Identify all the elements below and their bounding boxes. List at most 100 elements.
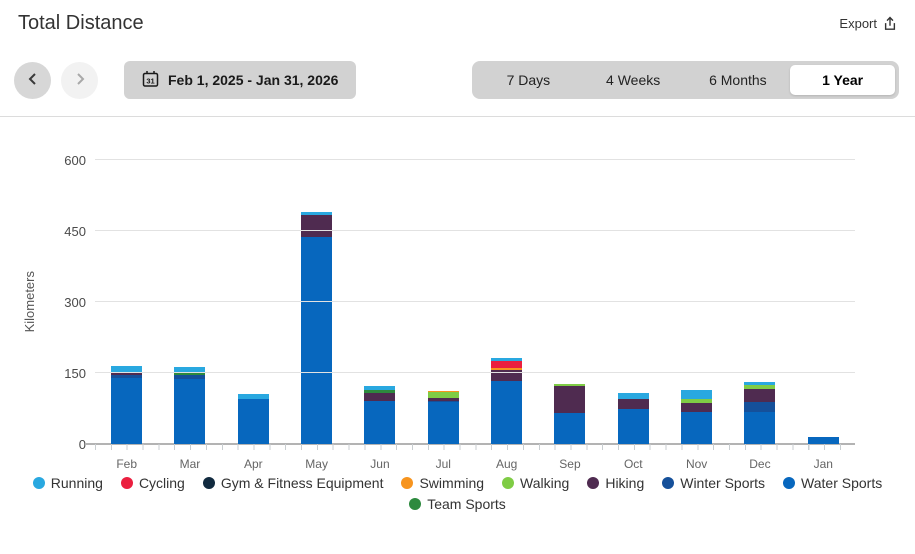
plot-area bbox=[85, 159, 855, 450]
legend-item-gym-fitness-equipment[interactable]: Gym & Fitness Equipment bbox=[202, 475, 383, 491]
bar-segment-nov-walking[interactable] bbox=[681, 398, 713, 404]
bar-jan[interactable] bbox=[807, 436, 839, 444]
month-label-sep: Sep bbox=[559, 457, 581, 471]
chevron-left-icon bbox=[26, 72, 40, 89]
bar-mar[interactable] bbox=[174, 367, 206, 444]
export-icon bbox=[883, 16, 897, 31]
bar-segment-sep-walking[interactable] bbox=[554, 384, 586, 387]
export-button[interactable]: Export bbox=[839, 16, 897, 31]
month-label-dec: Dec bbox=[749, 457, 771, 471]
legend-item-hiking[interactable]: Hiking bbox=[587, 475, 644, 491]
tab-6-months[interactable]: 6 Months bbox=[709, 72, 767, 88]
x-axis-labels: Feb Mar Apr May Jun Jul Aug Sep Oct Nov Dec Jan bbox=[95, 457, 855, 471]
gridline-600 bbox=[95, 159, 855, 160]
tab-4-weeks[interactable]: 4 Weeks bbox=[606, 72, 661, 88]
bar-segment-oct-water-sports[interactable] bbox=[617, 409, 649, 444]
legend-label: Hiking bbox=[605, 475, 645, 491]
legend-item-swimming[interactable]: Swimming bbox=[401, 475, 484, 491]
bar-feb[interactable] bbox=[111, 366, 143, 444]
bar-segment-feb-winter-sports[interactable] bbox=[111, 375, 143, 378]
winter-sports-dot-icon bbox=[662, 477, 675, 489]
legend-item-walking[interactable]: Walking bbox=[502, 475, 569, 491]
date-range-picker[interactable]: 31 Feb 1, 2025 - Jan 31, 2026 bbox=[124, 61, 357, 99]
bar-segment-mar-winter-sports[interactable] bbox=[174, 375, 206, 379]
date-range-label: Feb 1, 2025 - Jan 31, 2026 bbox=[168, 72, 339, 88]
bar-segment-mar-running[interactable] bbox=[174, 367, 206, 373]
bar-segment-jun-team-sports[interactable] bbox=[364, 390, 396, 394]
bar-aug[interactable] bbox=[491, 358, 523, 444]
bar-segment-oct-hiking[interactable] bbox=[617, 398, 649, 409]
bar-segment-aug-running[interactable] bbox=[491, 358, 523, 362]
bar-segment-feb-running[interactable] bbox=[111, 366, 143, 373]
tab-7-days[interactable]: 7 Days bbox=[506, 72, 551, 88]
bar-segment-apr-water-sports[interactable] bbox=[237, 398, 269, 444]
bar-segment-jul-hiking[interactable] bbox=[427, 398, 459, 401]
bar-nov[interactable] bbox=[681, 389, 713, 444]
bar-segment-jul-water-sports[interactable] bbox=[427, 402, 459, 444]
gym-fitness-equipment-dot-icon bbox=[202, 477, 215, 489]
bar-segment-feb-hiking[interactable] bbox=[111, 372, 143, 376]
bar-segment-dec-hiking[interactable] bbox=[744, 389, 776, 402]
time-range-tabs: 7 Days 4 Weeks 6 Months 1 Year bbox=[472, 61, 899, 99]
y-tick-450: 450 bbox=[64, 224, 86, 239]
bar-oct[interactable] bbox=[617, 393, 649, 444]
month-label-may: May bbox=[305, 457, 328, 471]
bar-segment-feb-water-sports[interactable] bbox=[111, 377, 143, 444]
bar-segment-jun-running[interactable] bbox=[364, 386, 396, 391]
bar-segment-aug-hiking[interactable] bbox=[491, 370, 523, 381]
bar-jul[interactable] bbox=[427, 390, 459, 444]
y-axis: 0 150 300 450 600 bbox=[0, 153, 86, 452]
bar-segment-jun-water-sports[interactable] bbox=[364, 400, 396, 444]
bar-segment-aug-water-sports[interactable] bbox=[491, 381, 523, 444]
bar-segment-dec-running[interactable] bbox=[744, 382, 776, 385]
legend-item-water-sports[interactable]: Water Sports bbox=[783, 475, 882, 491]
next-period-button[interactable] bbox=[61, 61, 98, 99]
month-label-nov: Nov bbox=[685, 457, 708, 471]
bar-segment-jul-swimming[interactable] bbox=[427, 390, 459, 393]
tab-1-year[interactable]: 1 Year bbox=[790, 65, 895, 95]
month-label-aug: Aug bbox=[495, 457, 518, 471]
legend-item-winter-sports[interactable]: Winter Sports bbox=[662, 475, 765, 491]
bar-segment-jan-water-sports[interactable] bbox=[807, 436, 839, 444]
bar-segment-mar-team-sports[interactable] bbox=[174, 372, 206, 376]
walking-dot-icon bbox=[502, 477, 515, 489]
bar-segment-dec-winter-sports[interactable] bbox=[744, 401, 776, 412]
bar-segment-nov-running[interactable] bbox=[681, 389, 713, 399]
bar-segment-jul-winter-sports[interactable] bbox=[427, 400, 459, 403]
bar-jun[interactable] bbox=[364, 386, 396, 444]
y-tick-150: 150 bbox=[64, 366, 86, 381]
legend-item-team-sports[interactable]: Team Sports bbox=[409, 496, 506, 512]
y-tick-300: 300 bbox=[64, 295, 86, 310]
bar-segment-may-running[interactable] bbox=[301, 212, 333, 216]
legend-item-running[interactable]: Running bbox=[32, 475, 103, 491]
bar-segment-aug-swimming[interactable] bbox=[491, 368, 523, 371]
team-sports-dot-icon bbox=[409, 498, 422, 510]
bar-apr[interactable] bbox=[237, 394, 269, 444]
legend-label: Winter Sports bbox=[680, 475, 766, 491]
bar-segment-oct-running[interactable] bbox=[617, 393, 649, 399]
calendar-icon: 31 bbox=[142, 70, 159, 91]
bar-may[interactable] bbox=[301, 212, 333, 444]
bar-segment-dec-walking[interactable] bbox=[744, 384, 776, 390]
bar-segment-apr-running[interactable] bbox=[237, 394, 269, 399]
bar-segment-may-water-sports[interactable] bbox=[301, 237, 333, 444]
swimming-dot-icon bbox=[401, 477, 414, 489]
bar-dec[interactable] bbox=[744, 382, 776, 444]
section-divider bbox=[0, 116, 915, 117]
bar-segment-mar-water-sports[interactable] bbox=[174, 378, 206, 444]
bar-segment-may-hiking[interactable] bbox=[301, 215, 333, 238]
previous-period-button[interactable] bbox=[14, 61, 51, 99]
bar-segment-sep-water-sports[interactable] bbox=[554, 413, 586, 444]
bar-sep[interactable] bbox=[554, 384, 586, 444]
legend-item-cycling[interactable]: Cycling bbox=[120, 475, 185, 491]
month-label-jun: Jun bbox=[370, 457, 390, 471]
bar-segment-jun-hiking[interactable] bbox=[364, 393, 396, 401]
bar-segment-nov-hiking[interactable] bbox=[681, 403, 713, 413]
bar-segment-jul-walking[interactable] bbox=[427, 392, 459, 399]
bar-segment-sep-hiking[interactable] bbox=[554, 386, 586, 414]
legend-label: Swimming bbox=[419, 475, 485, 491]
gridline-300 bbox=[95, 301, 855, 302]
bar-segment-nov-water-sports[interactable] bbox=[681, 412, 713, 444]
bar-segment-dec-water-sports[interactable] bbox=[744, 411, 776, 444]
bar-segment-aug-cycling[interactable] bbox=[491, 361, 523, 369]
